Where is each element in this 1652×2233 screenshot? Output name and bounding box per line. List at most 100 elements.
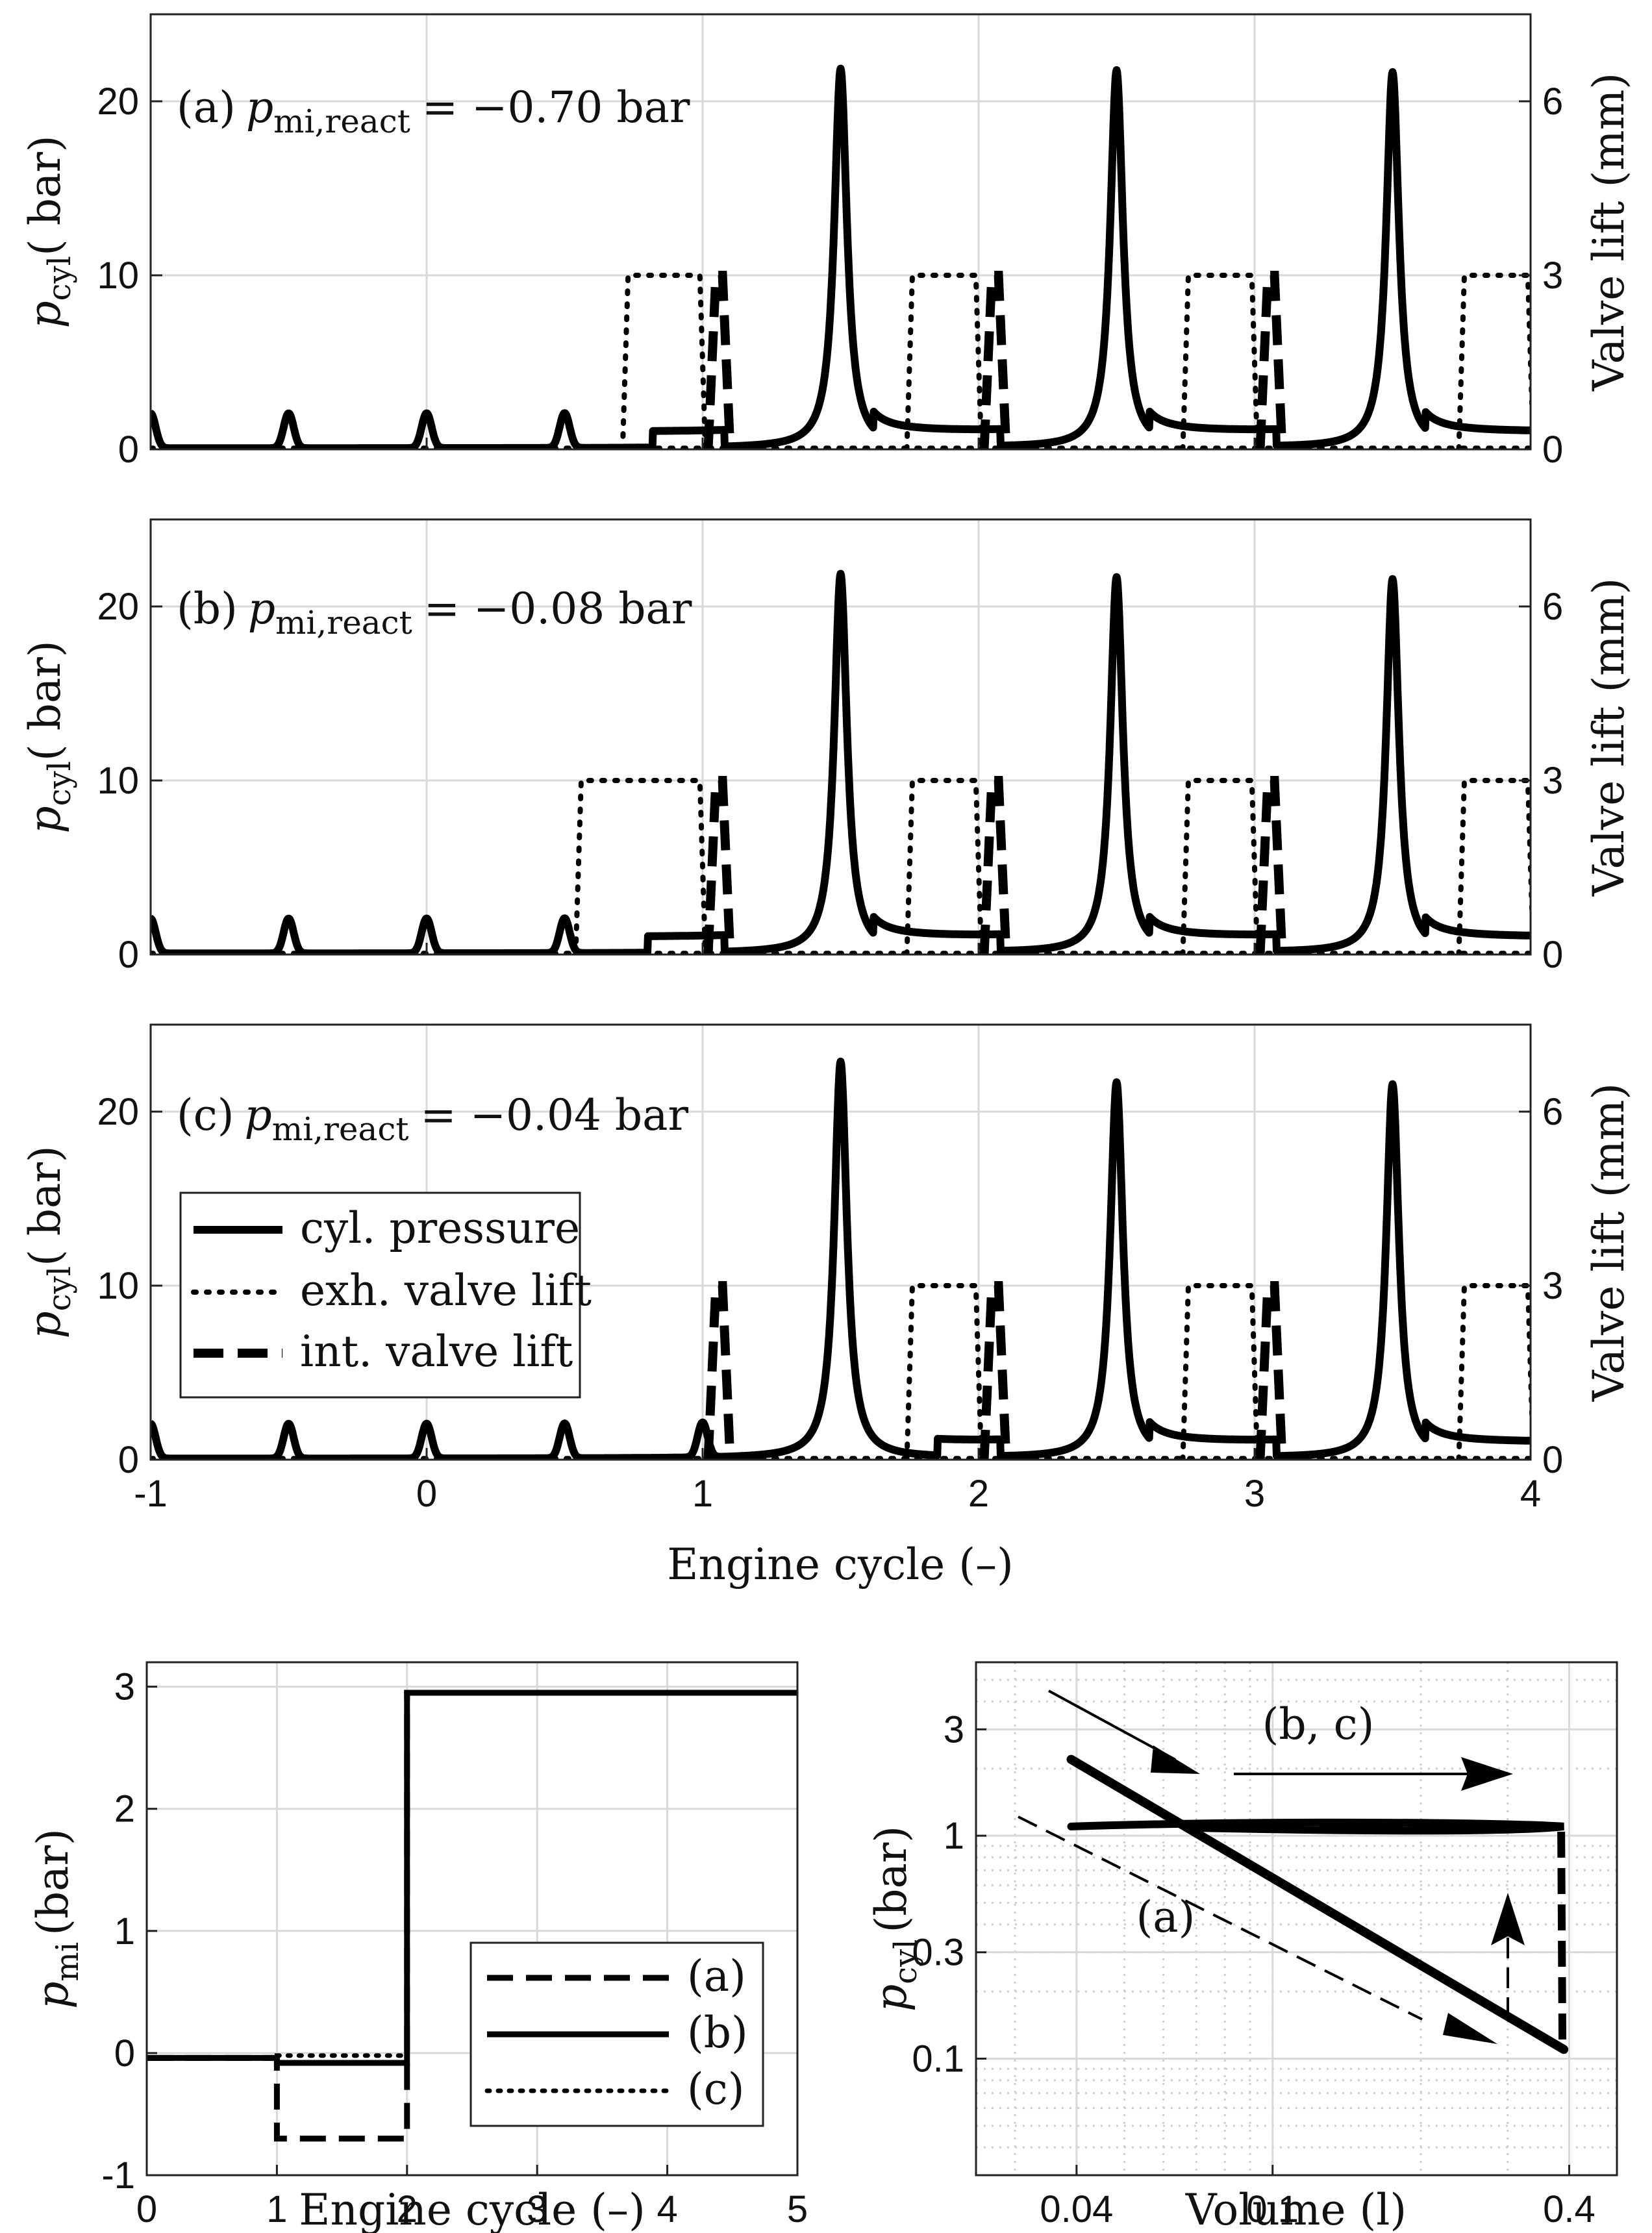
xtick-label: 0.1 xyxy=(1246,2188,1299,2230)
ytick-label: 0 xyxy=(118,934,139,976)
panel-pmi-frame xyxy=(145,1661,799,2177)
panel-a-ylabel: pcyl( bar) xyxy=(20,135,78,328)
panel-a-ticks: 0 10 20 0 3 6 xyxy=(97,81,1563,471)
ytick-label: 2 xyxy=(114,1788,135,1830)
ytick-label: 20 xyxy=(97,1091,139,1133)
legend-label-cyl-pressure: cyl. pressure xyxy=(300,1203,580,1253)
xtick-label: 0 xyxy=(416,1473,437,1515)
panel-b-exhaust-valve-line xyxy=(151,778,1531,954)
panel-a-cylinder-pressure-line xyxy=(151,64,1531,449)
legend-label-int-valve: int. valve lift xyxy=(300,1327,573,1377)
panel-pv: 0.04 0.1 0.40.10.313 (b, c) (a) pcyl(bar) … xyxy=(866,1661,1618,2233)
panel-c-annotation: (c) pmi,react = −0.04 bar xyxy=(177,1090,689,1148)
panel-pmi-xlabel: Engine cycle (–) xyxy=(299,2185,645,2233)
ytick-label: 0 xyxy=(118,1439,139,1481)
panel-pmi-ylabel: pmi(bar) xyxy=(28,1828,86,2009)
panel-b-ticks: 0 10 20 0 3 6 xyxy=(97,586,1563,976)
xtick-label: 1 xyxy=(692,1473,713,1515)
panel-b: 0 10 20 0 3 6 (b) pmi,react = −0.08 bar pcyl( b… xyxy=(20,518,1634,976)
panel-a: 0 10 20 0 3 6 (a) pmi,react = −0.70 bar pcyl( b… xyxy=(20,13,1634,471)
ytick-label: -1 xyxy=(101,2154,135,2197)
panel-c-xlabel: Engine cycle (–) xyxy=(667,1540,1013,1590)
panel-b-y2label: Valve lift (mm) xyxy=(1584,578,1634,897)
y2tick-label: 0 xyxy=(1542,1439,1563,1481)
ytick-label: 0.1 xyxy=(912,2038,964,2080)
ytick-label: 3 xyxy=(944,1708,964,1751)
xtick-label: 2 xyxy=(968,1473,989,1515)
panel-pv-ylabel: pcyl(bar) xyxy=(866,1826,924,2012)
xtick-label: 0 xyxy=(136,2188,157,2230)
y2tick-label: 6 xyxy=(1542,586,1563,628)
y2tick-label: 6 xyxy=(1542,1091,1563,1133)
ytick-label: 0 xyxy=(114,2032,135,2075)
xtick-label: 4 xyxy=(1520,1473,1541,1515)
pv-arrowhead-top-left xyxy=(1151,1745,1200,1774)
xtick-label: 1 xyxy=(266,2188,287,2230)
xtick-label: 5 xyxy=(787,2188,808,2230)
pmi-legend-label-b: (b) xyxy=(687,2008,748,2058)
panel-a-annotation: (a) pmi,react = −0.70 bar xyxy=(177,82,690,140)
panel-pv-grid xyxy=(976,1662,1617,2175)
panel-pv-ticks: 0.04 0.1 0.4 0.1 0.3 1 3 xyxy=(912,1708,1595,2230)
ytick-label: 20 xyxy=(97,81,139,123)
panel-c-intake-valve-line xyxy=(703,1281,1287,1460)
panel-b-frame xyxy=(149,518,1532,956)
panel-a-frame xyxy=(149,13,1532,451)
panel-b-intake-valve-line xyxy=(703,776,1287,954)
ytick-label: 1 xyxy=(944,1815,964,1857)
xtick-label: 2 xyxy=(397,2188,418,2230)
pmi-series-a-line xyxy=(147,1690,797,2142)
xtick-label: 4 xyxy=(657,2188,677,2230)
y2tick-label: 3 xyxy=(1542,1265,1563,1307)
ytick-label: 10 xyxy=(97,1265,139,1307)
pv-label-bc: (b, c) xyxy=(1262,1699,1375,1749)
pv-series-bc-line xyxy=(1067,1818,1564,1835)
panel-a-exhaust-valve-line xyxy=(151,273,1531,449)
y2tick-label: 6 xyxy=(1542,81,1563,123)
ytick-label: 0.3 xyxy=(912,1932,964,1974)
panel-b-cylinder-pressure-line xyxy=(151,569,1531,954)
pv-arrowhead-bottom-diagonal xyxy=(1443,2013,1497,2044)
ytick-label: 10 xyxy=(97,255,139,297)
panel-c-cylinder-pressure-line xyxy=(151,1057,1531,1460)
pv-arrow-bottom-diagonal xyxy=(1018,1815,1423,2021)
pmi-legend-label-a: (a) xyxy=(687,1951,746,2001)
pv-arrows xyxy=(1018,1690,1525,2044)
xtick-label: 0.04 xyxy=(1040,2188,1113,2230)
ytick-label: 10 xyxy=(97,760,139,802)
legend-label-exh-valve: exh. valve lift xyxy=(300,1266,592,1316)
ytick-label: 3 xyxy=(114,1666,135,1708)
y2tick-label: 0 xyxy=(1542,429,1563,471)
panel-c-ylabel: pcyl( bar) xyxy=(20,1145,78,1338)
ytick-label: 20 xyxy=(97,586,139,628)
panel-b-ylabel: pcyl( bar) xyxy=(20,640,78,833)
pv-arrowhead-vertical xyxy=(1491,1893,1525,1945)
panel-a-y2label: Valve lift (mm) xyxy=(1584,73,1634,392)
panel-c-y2label: Valve lift (mm) xyxy=(1584,1083,1634,1402)
xtick-label: -1 xyxy=(134,1473,168,1515)
y2tick-label: 3 xyxy=(1542,255,1563,297)
panel-c-exhaust-valve-line xyxy=(151,1283,1531,1460)
pv-series-a-line xyxy=(1066,1754,1569,2054)
panel-pv-xlabel: Volume (l) xyxy=(1185,2185,1407,2233)
ytick-label: 0 xyxy=(118,429,139,471)
y2tick-label: 3 xyxy=(1542,760,1563,802)
y2tick-label: 0 xyxy=(1542,934,1563,976)
pv-label-a: (a) xyxy=(1136,1892,1195,1942)
pv-arrowhead-top-right xyxy=(1461,1757,1513,1791)
ytick-label: 1 xyxy=(114,1910,135,1952)
panel-pmi-legend: (a) (b) (c) xyxy=(469,1941,764,2127)
xtick-label: 3 xyxy=(527,2188,547,2230)
panel-a-intake-valve-line xyxy=(703,271,1287,449)
pmi-series-c-line xyxy=(147,1690,797,2060)
pmi-legend-label-c: (c) xyxy=(687,2064,744,2114)
xtick-label: 0.4 xyxy=(1543,2188,1596,2230)
panel-pv-frame xyxy=(975,1661,1618,2177)
panel-c-legend: cyl. pressure exh. valve lift int. valve… xyxy=(179,1191,592,1399)
xtick-label: 3 xyxy=(1244,1473,1265,1515)
